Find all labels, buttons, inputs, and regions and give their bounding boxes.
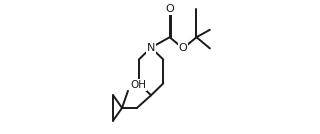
Text: N: N [147, 43, 155, 53]
Text: OH: OH [130, 80, 146, 90]
Text: O: O [179, 43, 188, 53]
Text: O: O [165, 4, 174, 14]
